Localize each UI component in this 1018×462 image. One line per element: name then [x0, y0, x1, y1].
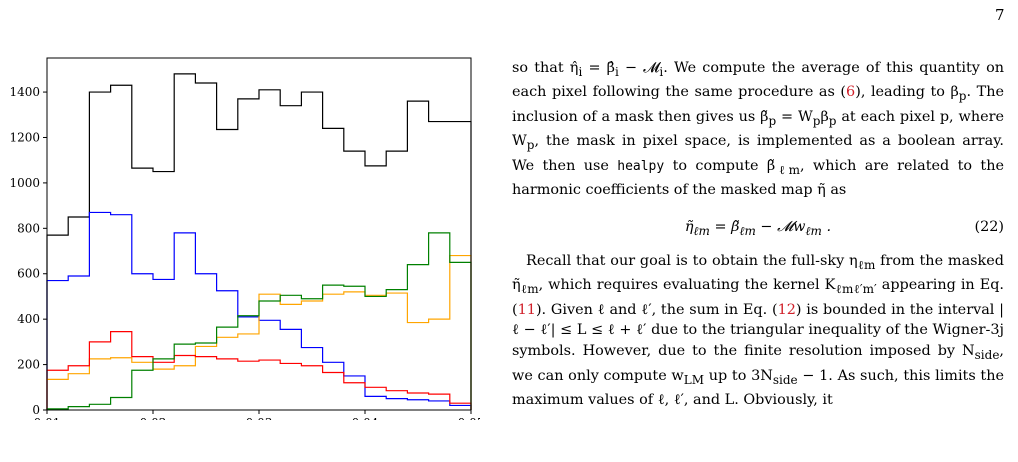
page-number: 7 [995, 6, 1005, 24]
paragraph-kernel: Recall that our goal is to obtain the fu… [512, 252, 1004, 408]
x-tick-label: 0.02 [140, 416, 167, 420]
x-tick-label: 0.04 [352, 416, 379, 420]
code-healpy: healpy [617, 158, 665, 174]
x-tick-label: 0.01 [34, 416, 61, 420]
equation-22: η̃ℓm = β̃ℓm − 𝓜wℓm . (22) [684, 218, 1004, 238]
y-tick-label: 1000 [9, 176, 40, 190]
equation-reference-link[interactable]: 11 [517, 301, 536, 318]
x-tick-label: 0.03 [246, 416, 273, 420]
y-tick-label: 400 [17, 312, 40, 326]
y-tick-label: 1400 [9, 85, 40, 99]
histogram-series-4 [46, 232, 472, 410]
y-tick-label: 800 [17, 221, 40, 235]
y-tick-label: 1200 [9, 130, 40, 144]
y-tick-label: 0 [32, 403, 40, 417]
paragraph-mask: so that η̂i = β̂i − 𝓜i. We compute the a… [512, 60, 1005, 199]
equation-number: (22) [974, 218, 1004, 235]
equation-reference-link[interactable]: 12 [777, 301, 796, 318]
histogram-figure: 0.01 0.02 0.03 0.04 0.05 0 200 400 600 800 1000 120… [9, 57, 480, 420]
histogram-series-0 [46, 73, 472, 410]
y-tick-label: 600 [17, 267, 40, 281]
histogram-series-3 [46, 331, 472, 410]
y-tick-label: 200 [17, 358, 40, 372]
equation-reference-link[interactable]: 6 [846, 84, 856, 101]
text-column: so that η̂i = β̂i − 𝓜i. We compute the a… [512, 58, 1004, 411]
x-tick-label: 0.05 [458, 416, 480, 420]
